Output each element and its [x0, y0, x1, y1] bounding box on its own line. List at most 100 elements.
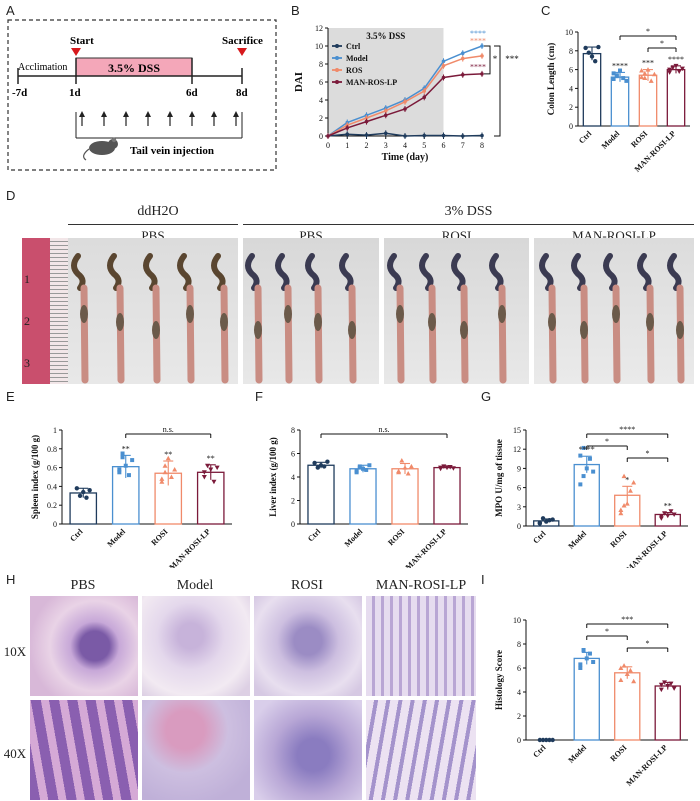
colon-stool [428, 313, 436, 331]
x-tick-label: 8 [480, 141, 484, 150]
mouse-icon [83, 137, 118, 161]
data-point [668, 681, 674, 687]
data-point [408, 463, 414, 469]
sig-label: *** [621, 615, 633, 624]
y-axis-label: Liver index (g/100 g) [268, 437, 278, 517]
x-axis-label: Time (day) [382, 152, 429, 163]
category-label: Model [566, 529, 588, 551]
y-tick-label: 10 [513, 616, 521, 625]
data-point [578, 453, 583, 458]
data-point [540, 737, 546, 743]
y-tick-label: 1 [53, 426, 57, 435]
data-point [402, 465, 408, 470]
data-point [403, 134, 407, 138]
data-point [671, 512, 677, 517]
colon-body [498, 284, 507, 384]
data-point [84, 495, 89, 500]
data-point [578, 666, 583, 670]
colon-body [220, 284, 229, 384]
y-tick-label: 4 [291, 473, 295, 482]
data-point [584, 466, 589, 471]
bar [610, 76, 630, 127]
colon-top [339, 253, 354, 291]
data-point [460, 51, 465, 55]
category-label: Ctrl [306, 527, 323, 544]
data-point [547, 737, 552, 743]
category-label: ROSI [629, 129, 649, 149]
panel-letter-a: A [6, 3, 15, 18]
data-point [441, 464, 447, 469]
data-point [345, 132, 350, 136]
sig-label: * [625, 475, 629, 484]
y-tick-label: 12 [513, 445, 521, 454]
category-label: ROSI [608, 743, 628, 763]
data-point [645, 67, 651, 72]
y-tick-label: 0 [319, 132, 323, 141]
y-tick-label: 8 [569, 47, 573, 56]
data-point [422, 133, 427, 138]
colon-top [275, 253, 290, 291]
sig-label: * [646, 27, 650, 36]
chart-title: 3.5% DSS [366, 31, 405, 41]
injection-arrowhead [145, 111, 151, 117]
data-point [618, 665, 624, 670]
legend-label: MAN-ROS-LP [346, 78, 397, 87]
data-point [214, 465, 220, 471]
sig-bracket [484, 45, 491, 75]
data-point [673, 63, 679, 69]
sig-label: **** [619, 425, 635, 434]
colon-top [451, 253, 466, 291]
x-tick-label: 5 [422, 141, 426, 150]
data-point [621, 76, 626, 81]
colon-top [71, 253, 86, 291]
data-point [627, 667, 633, 673]
injection-arrowhead [189, 111, 195, 117]
colon-top [305, 253, 320, 291]
category-label: Ctrl [68, 527, 85, 544]
y-tick-label: 8 [291, 426, 295, 435]
data-point [540, 516, 546, 521]
data-point [326, 134, 330, 138]
x-tick-label: 0 [326, 141, 330, 150]
colon-stool [348, 321, 356, 339]
data-point [441, 75, 446, 80]
sig-label: **** [470, 62, 486, 71]
colon-stool [152, 321, 160, 339]
bar [433, 466, 461, 525]
injection-arrowhead [123, 111, 129, 117]
injection-arrowhead [79, 111, 85, 117]
colon-stool [612, 305, 620, 323]
data-point [648, 78, 654, 83]
colon-body [186, 284, 195, 384]
x-tick-label: 2 [365, 141, 369, 150]
data-point [627, 488, 633, 493]
data-point [583, 45, 588, 51]
colon-top [571, 253, 586, 291]
legend-label: Model [346, 54, 369, 63]
data-point [422, 89, 427, 93]
data-point [631, 479, 637, 485]
day-label-1: 1d [69, 87, 81, 99]
y-tick-label: 15 [513, 426, 521, 435]
y-tick-label: 3 [517, 503, 521, 512]
colon-top [143, 253, 158, 291]
y-tick-label: 6 [569, 66, 573, 75]
sig-label: * [605, 437, 609, 446]
data-point [618, 68, 622, 73]
category-label: Ctrl [531, 743, 548, 760]
data-point [668, 509, 674, 514]
y-tick-label: 12 [315, 24, 323, 33]
bar [582, 52, 602, 127]
bar [391, 468, 419, 525]
data-point [201, 470, 207, 475]
data-point [614, 74, 619, 79]
day-label-8: 8d [236, 87, 248, 99]
colon-body [396, 284, 405, 384]
panel-letter-g: G [481, 389, 492, 404]
data-point [165, 455, 171, 461]
histo-man-rosi-lp-40x [366, 700, 476, 800]
colon-stool [396, 305, 404, 323]
ruler-mark-1: 1 [24, 272, 30, 286]
dss-label: 3.5% DSS [108, 61, 160, 75]
data-point [357, 465, 362, 470]
